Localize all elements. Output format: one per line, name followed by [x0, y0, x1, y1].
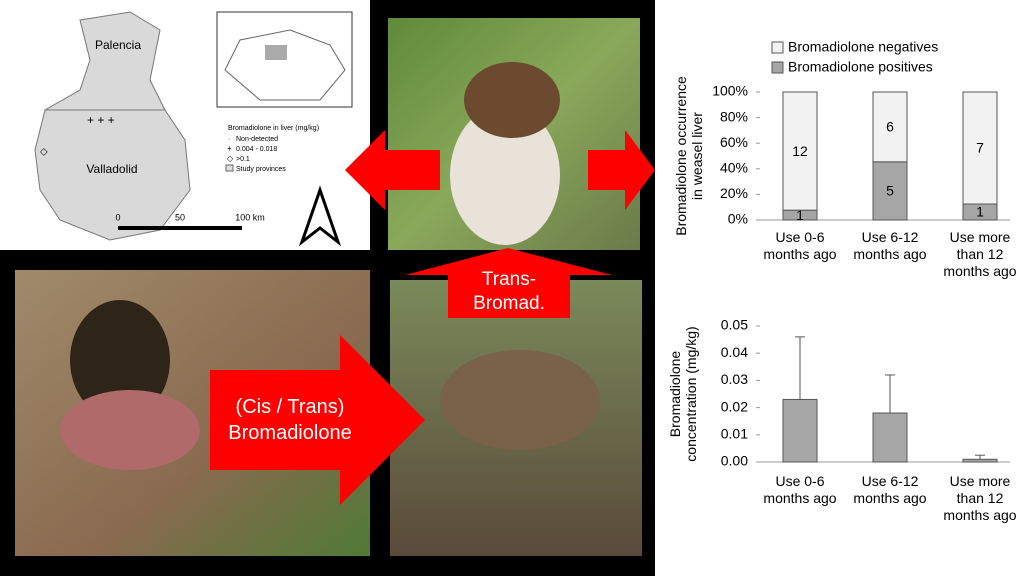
y-tick-label: 0.04 — [721, 344, 748, 360]
y-tick-label: 0.01 — [721, 426, 748, 442]
data-label: 12 — [792, 143, 808, 159]
x-tick-label: Use 0-6 months ago — [763, 473, 836, 506]
y-axis-title: Bromadiolone occurrencein weasel liver — [673, 76, 705, 236]
arrow-label: Trans-Bromad. — [473, 269, 545, 314]
bar-segment — [872, 91, 908, 163]
arrow-left — [345, 130, 440, 210]
bait-pellets — [60, 390, 200, 470]
x-tick-label: Use more than 12 months ago — [943, 473, 1016, 523]
data-label: 6 — [886, 119, 894, 135]
y-tick-label: 0% — [728, 211, 748, 227]
data-label: 1 — [796, 207, 804, 223]
y-tick-label: 60% — [720, 134, 748, 150]
x-tick-label: Use 6-12 months ago — [853, 473, 926, 506]
y-tick-label: 0.02 — [721, 398, 748, 414]
arrow-label: (Cis / Trans) Bromadiolone — [228, 396, 351, 444]
inset-study-area — [265, 45, 287, 60]
map-legend-item: Non-detected — [236, 136, 278, 143]
y-tick-label: 80% — [720, 108, 748, 124]
legend-symbol — [225, 164, 234, 172]
legend-symbol: · — [228, 136, 230, 143]
weasel-head — [464, 62, 560, 138]
marker: ◇ — [40, 147, 48, 158]
province-label: Valladolid — [86, 162, 137, 176]
province-label: Palencia — [95, 38, 141, 52]
x-tick-label: Use 0-6 months ago — [763, 229, 836, 262]
bar — [962, 458, 998, 463]
y-tick-label: 0.00 — [721, 453, 748, 469]
bar-segment — [782, 91, 818, 211]
scale-label: 0 — [115, 212, 120, 222]
north-arrow — [298, 185, 342, 247]
x-tick-label: Use 6-12 months ago — [853, 229, 926, 262]
y-tick-label: 100% — [712, 83, 748, 99]
legend-label: Bromadiolone negatives — [788, 39, 938, 55]
y-tick-label: 0.05 — [721, 317, 748, 333]
inset-coast — [224, 29, 346, 101]
map-legend-item: >0.1 — [236, 156, 250, 163]
scale-label: 50 — [175, 212, 185, 222]
vole — [440, 350, 600, 450]
bar-segment — [962, 91, 998, 205]
legend-swatch — [771, 61, 784, 74]
arrow-up — [405, 248, 612, 318]
x-tick-label: Use more than 12 months ago — [943, 229, 1016, 279]
scale-label: 100 km — [235, 212, 265, 222]
burrow — [70, 300, 170, 420]
marker: + + + — [87, 113, 115, 127]
bar — [782, 398, 818, 463]
map-provinces — [34, 11, 191, 241]
data-label: 1 — [976, 204, 984, 220]
arrow-big — [210, 335, 425, 505]
legend-label: Bromadiolone positives — [788, 59, 933, 75]
y-axis-title: Bromadioloneconcentration (mg/kg) — [667, 326, 699, 461]
y-tick-label: 20% — [720, 185, 748, 201]
legend-symbol: ◇ — [227, 154, 234, 163]
bar-segment — [872, 161, 908, 221]
data-label: 5 — [886, 183, 894, 199]
bar — [872, 412, 908, 463]
map-legend-item: Study provinces — [236, 166, 286, 173]
y-tick-label: 40% — [720, 160, 748, 176]
y-tick-label: 0.03 — [721, 371, 748, 387]
arrow-right — [588, 130, 655, 210]
legend-swatch — [771, 41, 784, 54]
data-label: 7 — [976, 140, 984, 156]
weasel — [450, 105, 560, 245]
legend-symbol: + — [227, 144, 232, 153]
scale-bar — [118, 226, 242, 230]
map-legend-title: Bromadiolone in liver (mg/kg) — [228, 125, 319, 132]
map-legend-item: 0.004 - 0.018 — [236, 146, 277, 153]
